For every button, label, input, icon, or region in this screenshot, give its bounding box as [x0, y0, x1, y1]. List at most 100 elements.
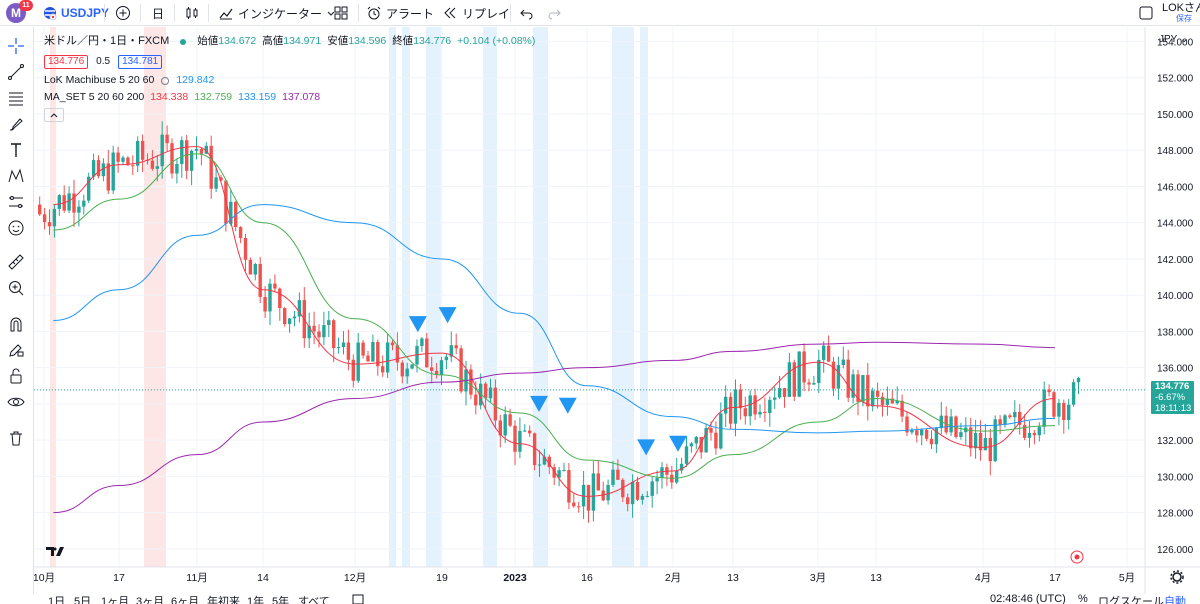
- text-tool[interactable]: [5, 139, 27, 161]
- alert-button[interactable]: アラート: [366, 0, 434, 26]
- utc-clock[interactable]: 02:48:46 (UTC): [990, 594, 1066, 604]
- candle-body: [562, 470, 566, 472]
- range-1d[interactable]: 1日: [48, 596, 66, 604]
- signal-markers: [408, 307, 687, 456]
- candle: [586, 484, 591, 523]
- loading-icon: [161, 76, 170, 85]
- candle-body: [121, 157, 125, 162]
- candle: [42, 207, 47, 230]
- candle-body: [204, 145, 208, 154]
- candle-body: [1076, 377, 1081, 383]
- candle-body: [856, 374, 860, 402]
- indicators-button[interactable]: インジケーター: [218, 0, 336, 26]
- chart-type-button[interactable]: [184, 0, 200, 26]
- candle-body: [537, 464, 542, 466]
- range-1m[interactable]: 1ヶ月: [101, 596, 130, 604]
- indicator-row-maset[interactable]: MA_SET 5 20 60 200 134.338 132.759 133.1…: [44, 91, 321, 103]
- candle: [768, 396, 772, 427]
- candle: [219, 174, 223, 182]
- candle: [434, 363, 439, 379]
- interval-button[interactable]: 日: [152, 6, 165, 21]
- user-menu[interactable]: LOKさん 保存: [1162, 2, 1200, 23]
- range-all[interactable]: すべて: [298, 596, 330, 604]
- range-5y[interactable]: 5年: [272, 596, 290, 604]
- candle-body: [356, 342, 360, 381]
- delete-tool[interactable]: [5, 427, 27, 449]
- candle: [444, 353, 449, 370]
- indicator-row-machibuse[interactable]: LoK Machibuse 5 20 60 129.842: [44, 74, 215, 86]
- candle: [552, 463, 556, 486]
- zoom-tool[interactable]: [5, 277, 27, 299]
- fullscreen-toggle[interactable]: [1139, 0, 1153, 26]
- range-ytd[interactable]: 年初来: [207, 596, 240, 604]
- time-tick-label: 2月: [665, 572, 681, 584]
- range-3m[interactable]: 3ヶ月: [136, 596, 165, 604]
- candle: [591, 461, 596, 522]
- auto-scale-toggle[interactable]: 自動: [1164, 596, 1186, 604]
- sell-signal-marker: [530, 395, 548, 412]
- redo-button[interactable]: [547, 0, 561, 26]
- candle-body: [1032, 432, 1037, 436]
- candle-body: [106, 163, 110, 191]
- candle-body: [483, 383, 488, 399]
- crosshair-tool[interactable]: [5, 35, 27, 57]
- price-chart[interactable]: 154.000 152.000 150.000 148.000 146.000 144.0…: [34, 27, 1200, 594]
- range-5d[interactable]: 5日: [74, 596, 92, 604]
- candle-body: [645, 495, 649, 497]
- legend-title[interactable]: 米ドル／円・1日・FXCM: [44, 35, 170, 47]
- legend-collapse-button[interactable]: [44, 108, 64, 122]
- tradingview-logo: [46, 547, 64, 556]
- candle: [699, 436, 703, 459]
- indicators-icon: [219, 8, 233, 20]
- replay-button[interactable]: リプレイ: [442, 0, 510, 26]
- price-axis[interactable]: 154.000 152.000 150.000 148.000 146.000 144.0…: [1157, 34, 1194, 556]
- fib-tool[interactable]: [5, 87, 27, 109]
- symbol-button[interactable]: USDJPY: [43, 0, 109, 26]
- crosshair-icon: [8, 38, 24, 54]
- undo-button[interactable]: [520, 0, 534, 26]
- candle-body: [836, 365, 841, 389]
- legend-symbol-row: 米ドル／円・1日・FXCM 始値 134.672 高値 134.971 安値 134.…: [44, 35, 536, 47]
- pattern-tool[interactable]: [5, 165, 27, 187]
- icons-tool[interactable]: [5, 217, 27, 239]
- candle-body: [361, 342, 365, 356]
- visibility-tool[interactable]: [5, 391, 27, 413]
- date-range-icon[interactable]: [352, 594, 364, 604]
- prediction-tool[interactable]: [5, 191, 27, 213]
- candle-body: [268, 283, 272, 312]
- settings-gear-icon[interactable]: [1170, 570, 1184, 584]
- stay-drawing-tool[interactable]: [5, 339, 27, 361]
- time-axis[interactable]: 10月 17 11月 14 12月 19 2023 16 2月 13 3月 13 4月 17 5月: [34, 572, 1135, 584]
- candle: [106, 149, 110, 194]
- range-6m[interactable]: 6ヶ月: [171, 596, 200, 604]
- highlight-band: [612, 27, 634, 567]
- record-button[interactable]: [1070, 550, 1084, 564]
- layouts-button[interactable]: [334, 0, 348, 26]
- magnet-tool[interactable]: [5, 313, 27, 335]
- sell-price-box[interactable]: 134.776: [44, 54, 89, 69]
- candle-body: [846, 359, 850, 398]
- candle-body: [542, 456, 547, 465]
- trendline-tool[interactable]: [5, 61, 27, 83]
- lock-tool[interactable]: [5, 365, 27, 387]
- range-1y[interactable]: 1年: [247, 596, 265, 604]
- candle: [924, 428, 929, 442]
- percent-toggle[interactable]: %: [1078, 594, 1088, 604]
- currency-label[interactable]: JPY ⌄: [1159, 34, 1188, 45]
- candle: [841, 346, 845, 369]
- candle: [807, 378, 811, 392]
- candle: [425, 332, 429, 368]
- log-scale-toggle[interactable]: ログスケール: [1098, 596, 1164, 604]
- candle-body: [47, 222, 52, 227]
- sell-signal-marker: [637, 439, 656, 456]
- candle-body: [194, 149, 199, 151]
- brush-tool[interactable]: [5, 113, 27, 135]
- compare-button[interactable]: [115, 0, 131, 26]
- buy-price-box[interactable]: 134.781: [118, 54, 163, 69]
- candle-body: [1042, 389, 1046, 427]
- candle-body: [160, 134, 164, 167]
- candle: [523, 424, 527, 433]
- candle-body: [557, 470, 561, 478]
- candle-body: [807, 382, 811, 385]
- ruler-tool[interactable]: [5, 251, 27, 273]
